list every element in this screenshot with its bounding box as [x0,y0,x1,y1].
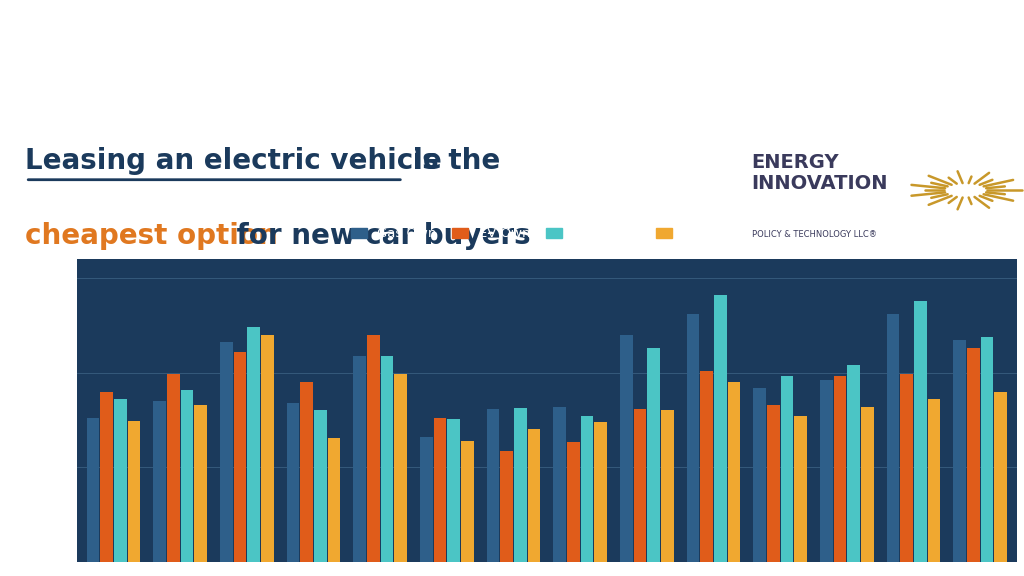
Bar [581,416,593,562]
Bar [461,441,474,562]
Bar [728,382,740,562]
Bar [660,410,674,562]
Bar [700,371,713,562]
Bar [128,421,140,562]
Bar [314,410,327,562]
Bar [567,442,580,562]
Bar [967,348,980,562]
Bar [381,355,393,562]
Bar [167,374,179,562]
Text: POLICY & TECHNOLOGY LLC®: POLICY & TECHNOLOGY LLC® [752,230,877,239]
Text: Leasing an electric vehicle: Leasing an electric vehicle [26,147,442,175]
Bar [248,327,260,562]
Bar [300,382,313,562]
Bar [420,437,433,562]
Bar [634,408,646,562]
Text: is the: is the [403,147,501,175]
Legend: Gas Own, EV Own, Gas Lease, EV Lease: Gas Own, EV Own, Gas Lease, EV Lease [347,223,746,244]
Bar [754,388,766,562]
Bar [994,392,1007,562]
Bar [486,408,500,562]
Bar [647,348,660,562]
Bar [887,314,899,562]
Bar [220,342,232,562]
Bar [501,451,513,562]
Bar [914,301,927,562]
Bar [594,422,607,562]
Bar [527,429,541,562]
Bar [261,335,273,562]
Text: cheapest option: cheapest option [26,222,279,250]
Y-axis label: Monthly Total Cost: Monthly Total Cost [7,349,20,472]
Bar [847,365,860,562]
Bar [834,376,846,562]
Bar [433,418,446,562]
Text: ENERGY
INNOVATION: ENERGY INNOVATION [752,153,888,194]
Bar [795,416,807,562]
Bar [367,335,380,562]
Text: for new car buyers: for new car buyers [227,222,530,250]
Bar [195,405,207,562]
Bar [928,399,940,562]
Bar [447,419,460,562]
Bar [100,392,113,562]
Bar [394,374,407,562]
Bar [154,401,166,562]
Bar [780,376,794,562]
Bar [714,295,727,562]
Bar [87,418,99,562]
Bar [953,340,966,562]
Bar [861,407,873,562]
Bar [287,403,299,562]
Bar [687,314,699,562]
Bar [981,337,993,562]
Bar [553,407,566,562]
Bar [353,355,366,562]
Bar [328,438,340,562]
Bar [767,405,779,562]
Bar [820,380,833,562]
Bar [514,408,526,562]
Bar [114,399,127,562]
Bar [620,335,633,562]
Bar [233,352,247,562]
Bar [180,389,194,562]
Bar [900,374,913,562]
